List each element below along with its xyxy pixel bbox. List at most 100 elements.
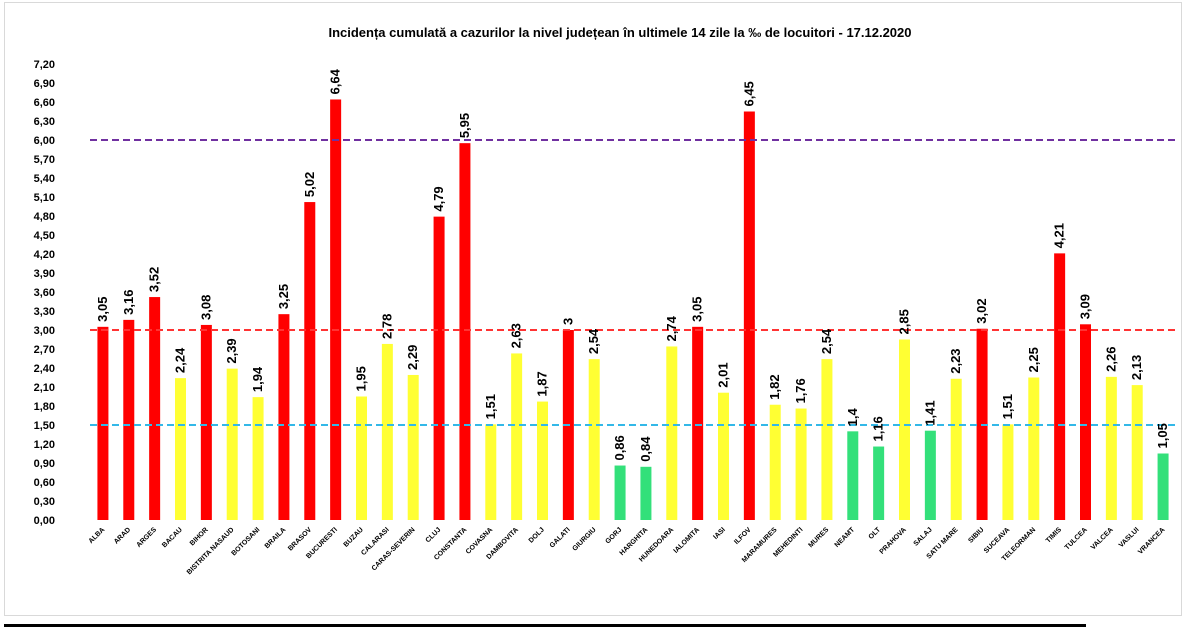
data-label: 5,95 [457,113,472,138]
y-tick-label: 6,00 [34,135,55,147]
bar [537,401,548,520]
bar [1157,453,1169,520]
data-label: 3,16 [121,290,136,315]
x-tick-label: IASI [712,526,727,541]
data-label: 1,95 [354,366,369,391]
bar [614,465,626,520]
data-label: 1,51 [483,394,498,419]
bar [924,430,936,520]
data-label: 1,05 [1155,423,1170,448]
bar [588,359,600,520]
y-tick-label: 5,40 [34,173,55,185]
data-label: 2,54 [586,328,601,354]
y-tick-label: 2,40 [34,363,55,375]
y-tick-label: 0,90 [34,458,55,470]
x-tick-label: NEAMT [834,526,857,549]
bar [795,408,807,520]
y-tick-label: 3,60 [34,287,55,299]
x-tick-label: BRASOV [287,526,313,552]
bar [149,297,161,520]
y-tick-label: 4,80 [34,211,55,223]
bar [252,397,264,520]
x-tick-label: ARGES [135,526,158,549]
data-labels: 3,05 3,16 3,52 2,24 3,08 2,39 1,94 3,25 5,02 6,64… [95,68,1170,461]
data-label: 3,05 [95,297,110,322]
y-tick-label: 6,30 [34,116,55,128]
data-label: 1,16 [871,416,886,441]
data-label: 3,52 [147,267,162,292]
data-label: 2,13 [1129,355,1144,380]
bar [769,404,781,520]
data-label: 4,21 [1052,223,1067,248]
bar [1002,424,1014,520]
x-tick-label: OLT [868,526,883,541]
x-tick-label: BRAILA [264,526,288,550]
y-tick-label: 6,90 [34,78,55,90]
bar [692,326,704,520]
bar [278,314,290,520]
y-tick-label: 4,20 [34,249,55,261]
y-tick-label: 4,50 [34,230,55,242]
x-tick-label: ALBA [88,526,107,545]
bar [407,374,419,520]
data-label: 2,63 [509,323,524,348]
x-tick-label: PRAHOVA [879,526,908,555]
x-tick-label: TIMIS [1045,526,1063,544]
data-label: 2,25 [1026,347,1041,372]
data-label: 1,51 [1000,394,1015,419]
x-tick-label: GORJ [605,526,624,545]
data-label: 6,64 [328,68,343,94]
x-tick-label: BIHOR [189,526,210,547]
y-tick-label: 3,00 [34,325,55,337]
y-tick-label: 0,00 [34,515,55,527]
x-tick-label: VALCEA [1090,526,1115,551]
data-label: 1,82 [767,374,782,399]
bar [899,339,910,520]
data-label: 2,23 [948,348,963,373]
data-label: 0,84 [638,436,653,462]
x-tick-label: SIBIU [967,526,985,544]
x-tick-label: CLUJ [425,526,443,544]
y-tick-label: 2,70 [34,344,55,356]
x-tick-label: MURES [808,526,831,549]
bar [97,326,109,520]
y-tick-label: 5,70 [34,154,55,166]
bar [666,346,678,520]
data-label: 3 [560,318,575,325]
data-label: 2,85 [897,309,912,334]
data-label: 1,4 [845,407,860,426]
x-tick-label: DOLJ [528,526,546,544]
y-tick-label: 3,90 [34,268,55,280]
bar [1028,377,1040,520]
bars [97,99,1169,521]
reference-lines [90,139,1176,426]
data-label: 1,76 [793,378,808,403]
x-tick-label: GALATI [549,526,572,549]
bar [743,111,755,520]
y-tick-label: 5,10 [34,192,55,204]
data-label: 3,05 [690,297,705,322]
bar [718,392,729,520]
data-label: 6,45 [741,81,756,106]
data-label: 2,54 [819,328,834,354]
y-tick-label: 1,20 [34,439,55,451]
y-tick-label: 7,20 [34,59,55,71]
x-tick-label: ILFOV [733,526,753,546]
bar [485,424,497,520]
data-label: 2,29 [405,345,420,370]
bar [640,466,652,520]
data-label: 0,86 [612,435,627,460]
data-label: 2,39 [224,338,239,363]
y-tick-label: 6,60 [34,97,55,109]
y-tick-label: 0,30 [34,496,55,508]
data-label: 3,08 [198,295,213,320]
bar [175,378,186,520]
x-tick-label: BISTRITA NASAUD [186,526,236,576]
y-axis: 0,00 0,30 0,60 0,90 1,20 1,50 1,80 2,10 2,40 2,70… [34,59,55,527]
bar [1131,385,1143,520]
data-label: 1,41 [922,400,937,425]
bar [1054,253,1066,520]
bottom-rule [4,624,1086,627]
bar [330,99,342,520]
